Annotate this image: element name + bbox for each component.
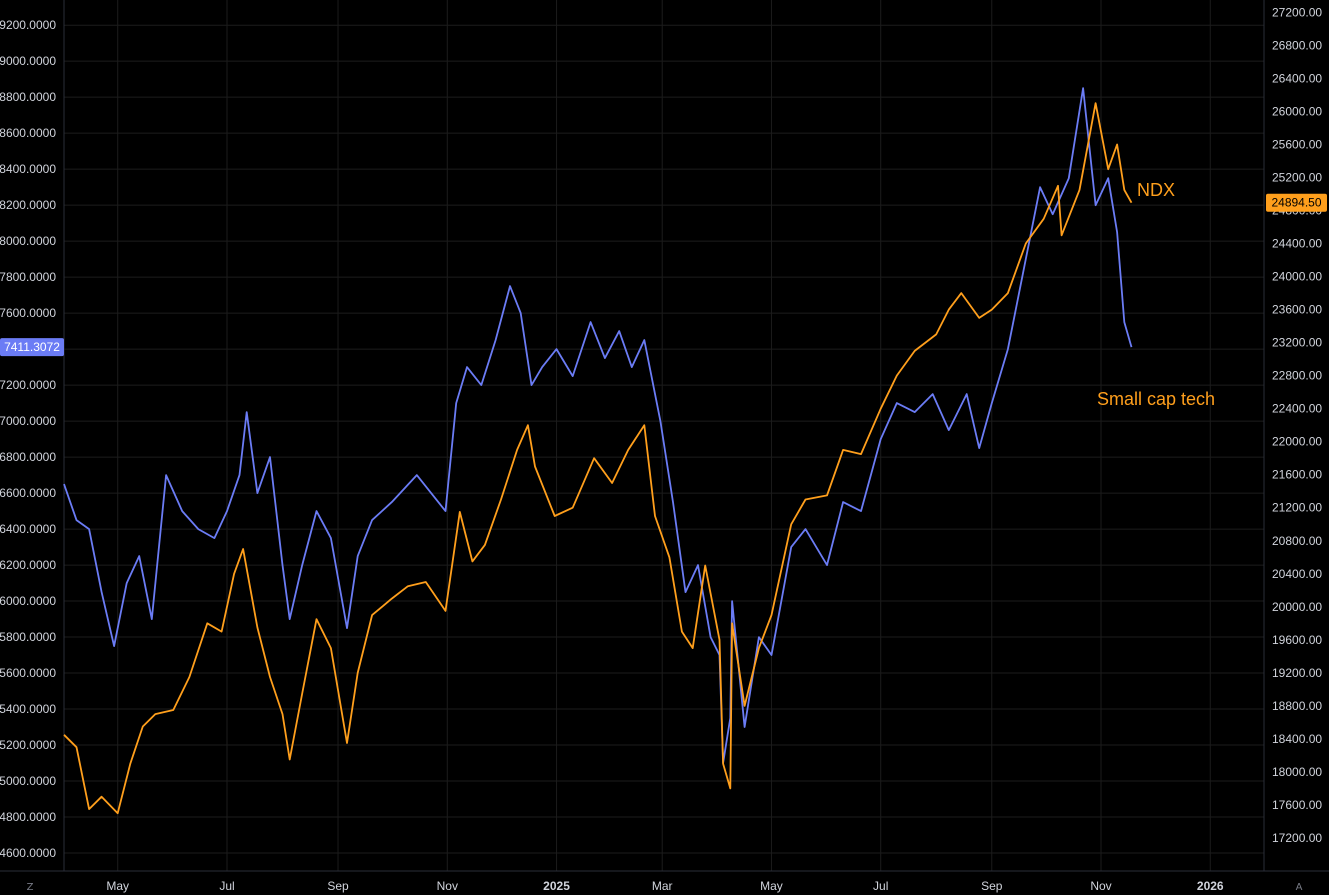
left-tick-label: 6400.0000 <box>0 522 56 536</box>
left-tick-label: 8600.0000 <box>0 126 56 140</box>
right-tick-label: 24400.00 <box>1272 237 1322 251</box>
small-cap-last-value-badge-text: 7411.3072 <box>4 340 60 354</box>
right-tick-label: 24000.00 <box>1272 270 1322 284</box>
right-tick-label: 23600.00 <box>1272 303 1322 317</box>
right-tick-label: 21600.00 <box>1272 468 1322 482</box>
left-tick-label: 7800.0000 <box>0 270 56 284</box>
zoom-reset-button[interactable]: Z <box>27 882 34 893</box>
left-tick-label: 7000.0000 <box>0 414 56 428</box>
series-layer <box>63 87 1133 815</box>
left-tick-label: 6600.0000 <box>0 486 56 500</box>
left-tick-label: 5800.0000 <box>0 630 56 644</box>
ndx-annotation: NDX <box>1137 180 1175 200</box>
ndx-last-value-badge: 24894.50 <box>1266 193 1327 212</box>
ndx-series-line[interactable] <box>63 102 1133 815</box>
x-tick-label: Nov <box>1090 879 1111 893</box>
left-tick-label: 5600.0000 <box>0 666 56 680</box>
right-tick-label: 23200.00 <box>1272 336 1322 350</box>
small-cap-series-line[interactable] <box>63 87 1133 764</box>
right-tick-label: 25200.00 <box>1272 171 1322 185</box>
right-tick-label: 20400.00 <box>1272 567 1322 581</box>
x-tick-label: Nov <box>437 879 458 893</box>
ndx-last-value-badge-text: 24894.50 <box>1271 196 1321 210</box>
left-tick-label: 6000.0000 <box>0 594 56 608</box>
left-tick-label: 7600.0000 <box>0 306 56 320</box>
right-tick-label: 18000.00 <box>1272 765 1322 779</box>
x-tick-label: May <box>760 879 783 893</box>
grid <box>64 0 1264 871</box>
left-tick-label: 6200.0000 <box>0 558 56 572</box>
right-tick-label: 19600.00 <box>1272 633 1322 647</box>
small-cap-annotation: Small cap tech <box>1097 389 1215 409</box>
left-tick-label: 7200.0000 <box>0 378 56 392</box>
left-tick-label: 8000.0000 <box>0 234 56 248</box>
right-tick-label: 22400.00 <box>1272 402 1322 416</box>
left-tick-label: 5400.0000 <box>0 702 56 716</box>
right-tick-label: 22800.00 <box>1272 369 1322 383</box>
left-tick-label: 5000.0000 <box>0 774 56 788</box>
right-tick-label: 26400.00 <box>1272 71 1322 85</box>
x-tick-label: Mar <box>652 879 673 893</box>
x-tick-label: May <box>106 879 129 893</box>
right-tick-label: 17200.00 <box>1272 831 1322 845</box>
right-tick-label: 25600.00 <box>1272 137 1322 151</box>
right-tick-label: 22000.00 <box>1272 435 1322 449</box>
x-tick-label: Jul <box>873 879 888 893</box>
right-tick-label: 26000.00 <box>1272 104 1322 118</box>
x-tick-label: Sep <box>981 879 1003 893</box>
right-axis[interactable]: 17200.00 17600.00 18000.00 18400.00 18800.00… <box>1272 5 1322 845</box>
time-axis[interactable]: May Jul Sep Nov 2025 Mar May Jul Sep Nov 2026 <box>106 879 1224 893</box>
left-tick-label: 4600.0000 <box>0 846 56 860</box>
right-tick-label: 21200.00 <box>1272 501 1322 515</box>
small-cap-last-value-badge: 7411.3072 <box>0 338 64 357</box>
x-tick-label: 2026 <box>1197 879 1224 893</box>
left-axis[interactable]: 4600.0000 4800.0000 5000.0000 5200.0000 5400… <box>0 18 56 860</box>
x-tick-label: Sep <box>327 879 349 893</box>
left-tick-label: 8400.0000 <box>0 162 56 176</box>
x-tick-label: Jul <box>219 879 234 893</box>
left-tick-label: 9200.0000 <box>0 18 56 32</box>
left-tick-label: 8200.0000 <box>0 198 56 212</box>
left-tick-label: 9000.0000 <box>0 54 56 68</box>
right-tick-label: 20000.00 <box>1272 600 1322 614</box>
right-tick-label: 20800.00 <box>1272 534 1322 548</box>
right-tick-label: 19200.00 <box>1272 666 1322 680</box>
ndx-last-value-badge-bg <box>1266 193 1327 212</box>
right-tick-label: 26800.00 <box>1272 38 1322 52</box>
auto-scale-button[interactable]: A <box>1296 882 1303 893</box>
x-tick-label: 2025 <box>543 879 570 893</box>
right-tick-label: 17600.00 <box>1272 798 1322 812</box>
small-cap-last-value-badge-bg <box>0 338 64 357</box>
left-tick-label: 5200.0000 <box>0 738 56 752</box>
left-tick-label: 6800.0000 <box>0 450 56 464</box>
left-tick-label: 4800.0000 <box>0 810 56 824</box>
right-tick-label: 18400.00 <box>1272 732 1322 746</box>
left-tick-label: 8800.0000 <box>0 90 56 104</box>
right-tick-label: 27200.00 <box>1272 5 1322 19</box>
right-tick-label: 18800.00 <box>1272 699 1322 713</box>
